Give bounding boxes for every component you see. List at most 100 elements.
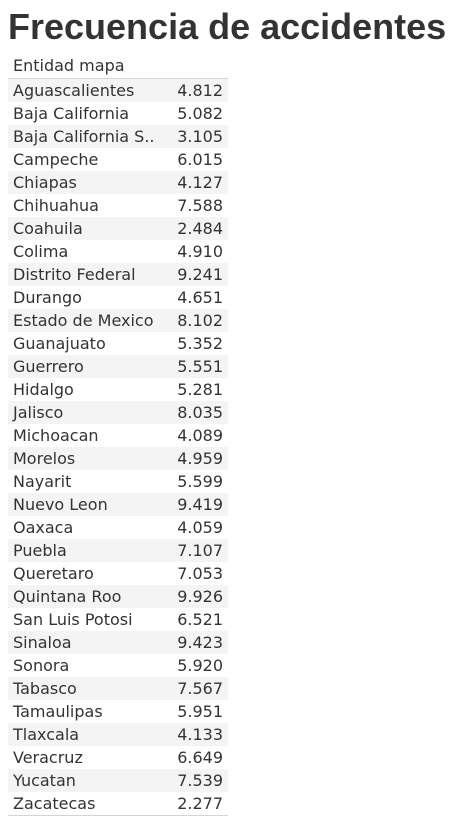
row-value: 4.910 [177, 242, 223, 261]
row-label: Quintana Roo [13, 587, 122, 606]
row-value: 4.651 [177, 288, 223, 307]
row-label: Hidalgo [13, 380, 74, 399]
row-label: Baja California [13, 104, 130, 123]
row-value: 3.105 [177, 127, 223, 146]
row-label: Oaxaca [13, 518, 74, 537]
row-value: 5.599 [177, 472, 223, 491]
row-value: 4.812 [177, 81, 223, 100]
row-value: 4.089 [177, 426, 223, 445]
table-row[interactable]: Durango 4.651 [8, 286, 228, 309]
row-label: Tlaxcala [13, 725, 80, 744]
row-value: 4.127 [177, 173, 223, 192]
table-row[interactable]: Quintana Roo 9.926 [8, 585, 228, 608]
row-value: 9.419 [177, 495, 223, 514]
row-value: 4.059 [177, 518, 223, 537]
row-value: 8.102 [177, 311, 223, 330]
table-row[interactable]: Tlaxcala 4.133 [8, 723, 228, 746]
table-row[interactable]: Campeche 6.015 [8, 148, 228, 171]
row-label: Colima [13, 242, 69, 261]
row-label: Guanajuato [13, 334, 106, 353]
row-value: 7.107 [177, 541, 223, 560]
table-bottom-border [8, 815, 228, 816]
row-label: Morelos [13, 449, 76, 468]
data-table: Entidad mapa Aguascalientes 4.812 Baja Cal… [8, 54, 228, 816]
row-value: 5.281 [177, 380, 223, 399]
row-label: Sinaloa [13, 633, 72, 652]
table-row[interactable]: Chihuahua 7.588 [8, 194, 228, 217]
row-value: 7.539 [177, 771, 223, 790]
table-row[interactable]: San Luis Potosi 6.521 [8, 608, 228, 631]
row-label: Tamaulipas [13, 702, 103, 721]
row-label: Nuevo Leon [13, 495, 108, 514]
row-label: Guerrero [13, 357, 84, 376]
row-value: 7.588 [177, 196, 223, 215]
table-row[interactable]: Chiapas 4.127 [8, 171, 228, 194]
row-label: Aguascalientes [13, 81, 135, 100]
row-label: Chiapas [13, 173, 77, 192]
row-value: 6.015 [177, 150, 223, 169]
table-row[interactable]: Baja California 5.082 [8, 102, 228, 125]
table-row[interactable]: Jalisco 8.035 [8, 401, 228, 424]
row-value: 9.423 [177, 633, 223, 652]
table-row[interactable]: Puebla 7.107 [8, 539, 228, 562]
table-row[interactable]: Guerrero 5.551 [8, 355, 228, 378]
row-label: Nayarit [13, 472, 72, 491]
table-row[interactable]: Nayarit 5.599 [8, 470, 228, 493]
table-row[interactable]: Estado de Mexico 8.102 [8, 309, 228, 332]
table-row[interactable]: Zacatecas 2.277 [8, 792, 228, 815]
row-label: Jalisco [13, 403, 64, 422]
table-row[interactable]: Distrito Federal 9.241 [8, 263, 228, 286]
row-label: Queretaro [13, 564, 94, 583]
row-value: 6.649 [177, 748, 223, 767]
table-row[interactable]: Coahuila 2.484 [8, 217, 228, 240]
row-value: 2.277 [177, 794, 223, 813]
row-value: 7.567 [177, 679, 223, 698]
table-row[interactable]: Guanajuato 5.352 [8, 332, 228, 355]
row-value: 7.053 [177, 564, 223, 583]
row-label: Sonora [13, 656, 70, 675]
row-label: Puebla [13, 541, 67, 560]
row-label: Veracruz [13, 748, 83, 767]
table-row[interactable]: Sinaloa 9.423 [8, 631, 228, 654]
table-row[interactable]: Yucatan 7.539 [8, 769, 228, 792]
row-label: Yucatan [13, 771, 76, 790]
row-value: 4.133 [177, 725, 223, 744]
row-label: Michoacan [13, 426, 99, 445]
row-value: 6.521 [177, 610, 223, 629]
table-body: Aguascalientes 4.812 Baja California 5.082 B… [8, 79, 228, 816]
table-row[interactable]: Colima 4.910 [8, 240, 228, 263]
row-label: Estado de Mexico [13, 311, 154, 330]
row-value: 8.035 [177, 403, 223, 422]
table-row[interactable]: Morelos 4.959 [8, 447, 228, 470]
row-value: 5.082 [177, 104, 223, 123]
row-label: Baja California S.. [13, 127, 155, 146]
table-row[interactable]: Tamaulipas 5.951 [8, 700, 228, 723]
row-label: San Luis Potosi [13, 610, 133, 629]
row-value: 4.959 [177, 449, 223, 468]
row-value: 5.920 [177, 656, 223, 675]
table-row[interactable]: Michoacan 4.089 [8, 424, 228, 447]
row-value: 2.484 [177, 219, 223, 238]
row-label: Chihuahua [13, 196, 99, 215]
column-header: Entidad mapa [8, 54, 228, 79]
row-label: Tabasco [13, 679, 77, 698]
row-value: 9.241 [177, 265, 223, 284]
table-row[interactable]: Aguascalientes 4.812 [8, 79, 228, 102]
row-value: 5.352 [177, 334, 223, 353]
table-row[interactable]: Hidalgo 5.281 [8, 378, 228, 401]
table-row[interactable]: Baja California S.. 3.105 [8, 125, 228, 148]
table-row[interactable]: Nuevo Leon 9.419 [8, 493, 228, 516]
table-row[interactable]: Sonora 5.920 [8, 654, 228, 677]
row-label: Coahuila [13, 219, 83, 238]
row-label: Campeche [13, 150, 99, 169]
row-value: 5.951 [177, 702, 223, 721]
table-row[interactable]: Oaxaca 4.059 [8, 516, 228, 539]
row-value: 9.926 [177, 587, 223, 606]
chart-title: Frecuencia de accidentes [8, 6, 447, 47]
table-row[interactable]: Tabasco 7.567 [8, 677, 228, 700]
row-label: Zacatecas [13, 794, 96, 813]
table-row[interactable]: Veracruz 6.649 [8, 746, 228, 769]
table-row[interactable]: Queretaro 7.053 [8, 562, 228, 585]
row-value: 5.551 [177, 357, 223, 376]
row-label: Durango [13, 288, 82, 307]
